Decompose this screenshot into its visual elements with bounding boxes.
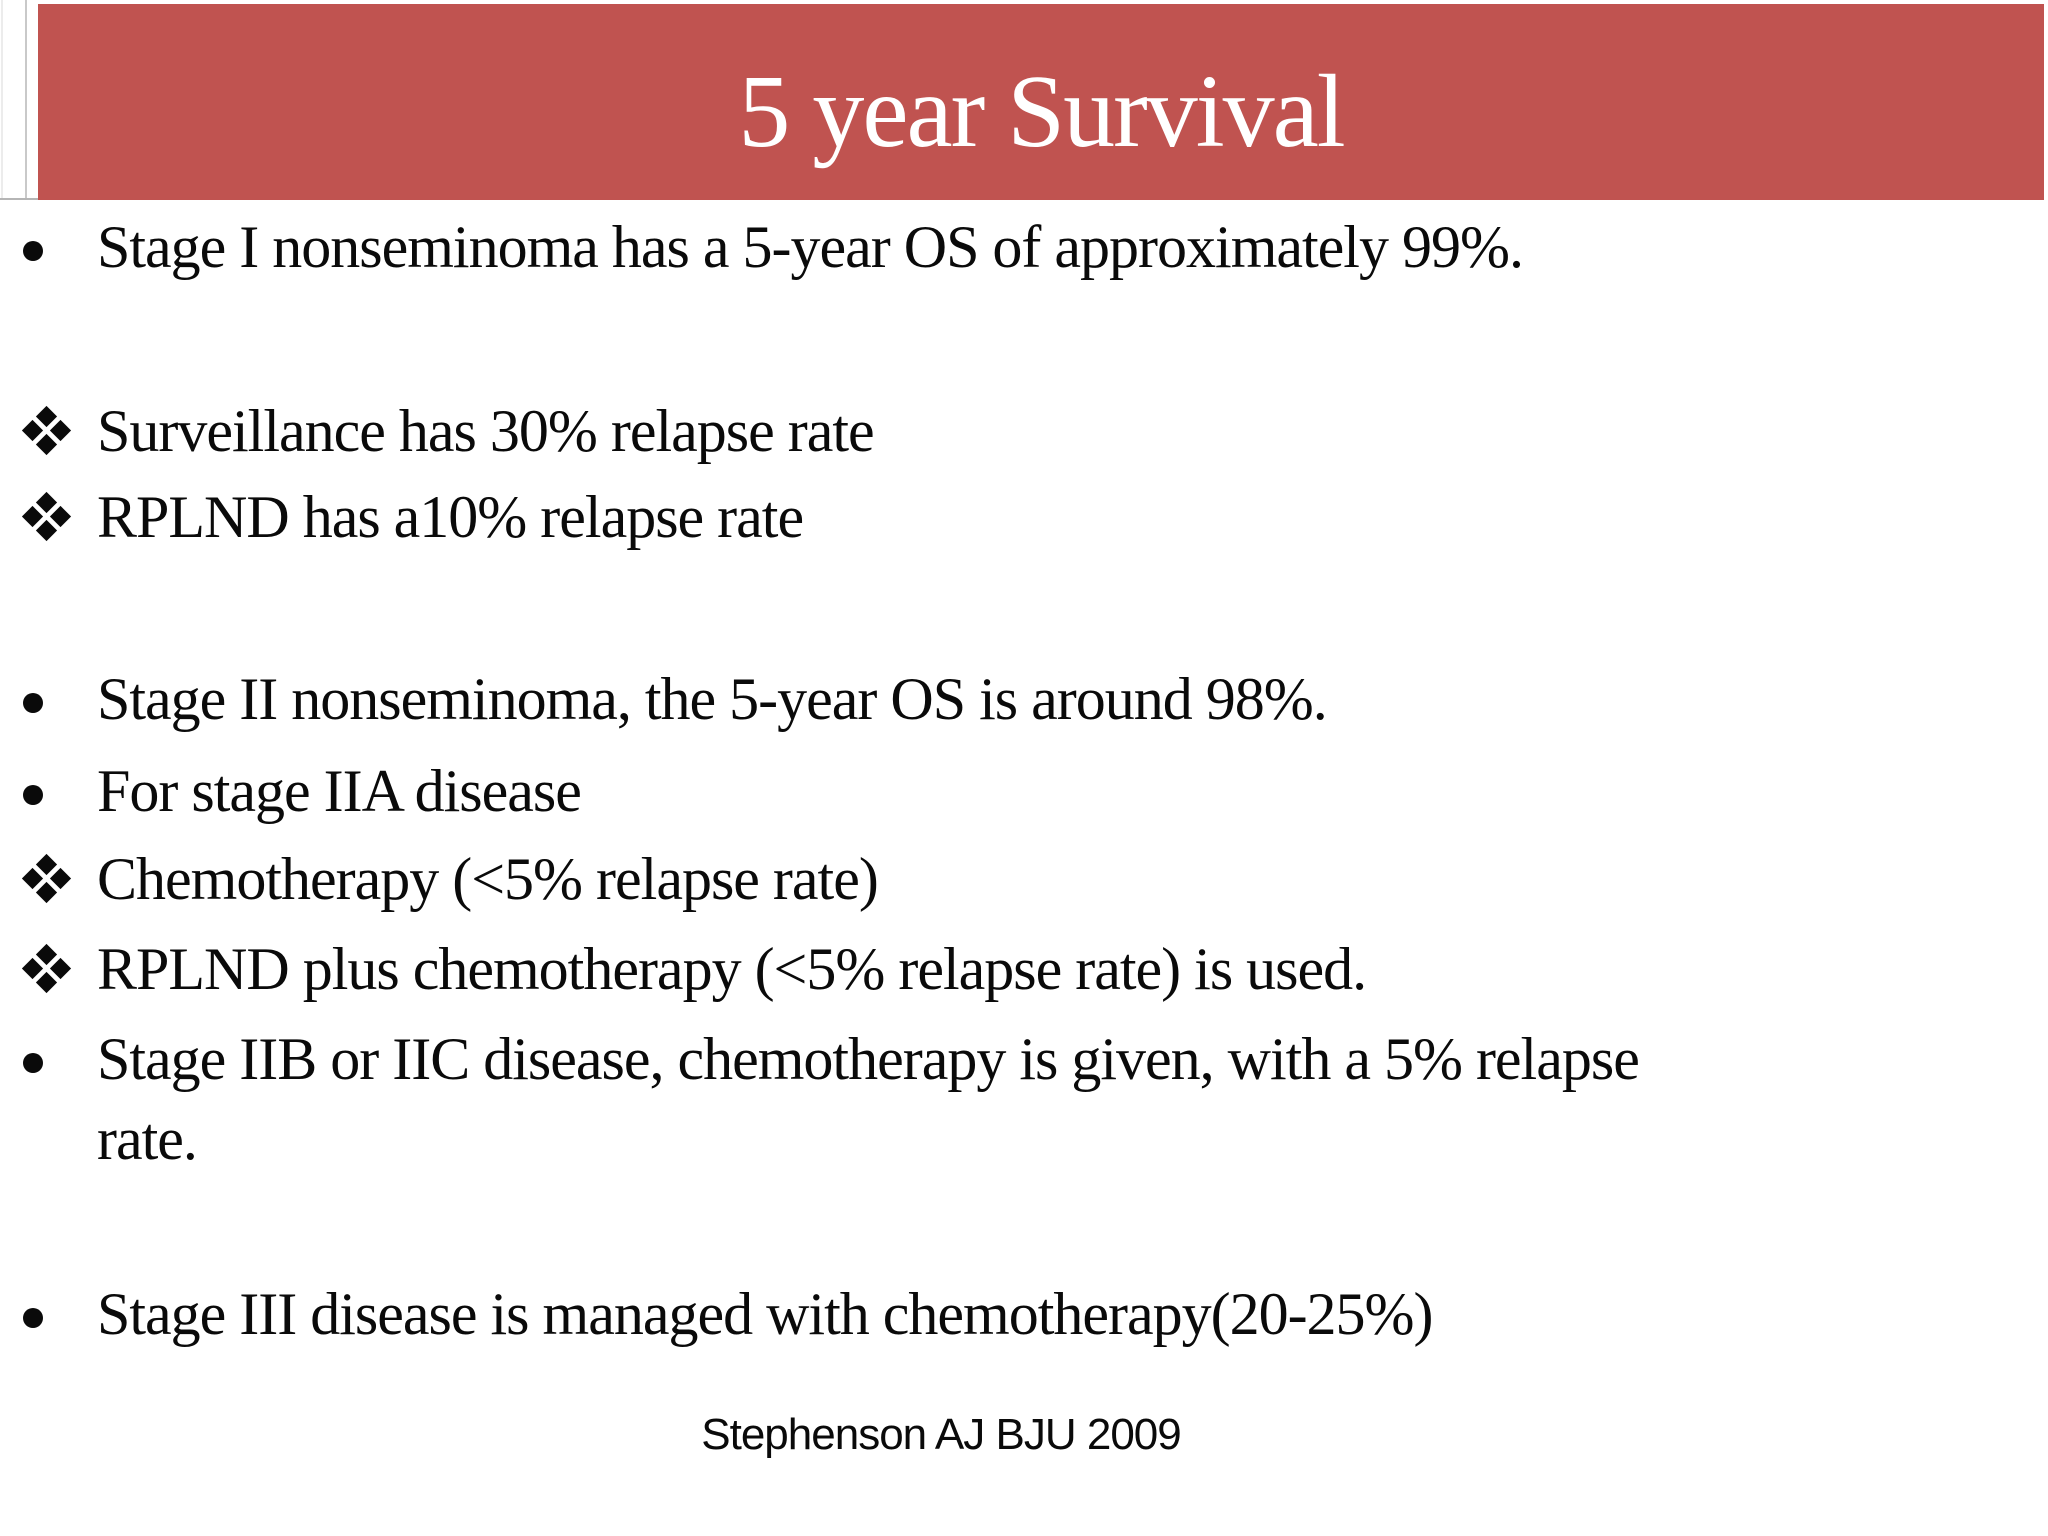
page-edge-line-faint [1, 0, 3, 199]
bullet-item: Stage IIB or IIC disease, chemotherapy i… [0, 1019, 2048, 1179]
dot-bullet-icon [23, 1308, 43, 1328]
bullet-text-line: Surveillance has 30% relapse rate [97, 398, 875, 464]
bullet-text: Stage IIB or IIC disease, chemotherapy i… [97, 1019, 1988, 1179]
dot-bullet-icon [23, 1053, 43, 1073]
bullet-text: Stage II nonseminoma, the 5-year OS is a… [97, 659, 1988, 739]
bullet-text: RPLND plus chemotherapy (<5% relapse rat… [97, 929, 1988, 1009]
bullet-text-line: Stage II nonseminoma, the 5-year OS is a… [97, 666, 1328, 732]
dot-bullet-icon [23, 693, 43, 713]
bullet-text: Stage I nonseminoma has a 5-year OS of a… [97, 207, 1988, 287]
dot-bullet-icon [23, 241, 43, 261]
bullet-item: RPLND has a10% relapse rate [0, 477, 2048, 557]
citation-text: Stephenson AJ BJU 2009 [701, 1410, 1181, 1459]
diamond-bullet-icon [21, 943, 72, 994]
diamond-bullet-icon [21, 853, 72, 904]
bullet-text-line: Stage I nonseminoma has a 5-year OS of a… [97, 214, 1524, 280]
bullet-text-line: Chemotherapy (<5% relapse rate) [97, 846, 879, 912]
bullet-item: Stage II nonseminoma, the 5-year OS is a… [0, 659, 2048, 739]
bullet-text-line: RPLND plus chemotherapy (<5% relapse rat… [97, 936, 1367, 1002]
diamond-bullet-icon [21, 405, 72, 456]
slide-title: 5 year Survival [738, 53, 1345, 169]
bullet-item: Stage III disease is managed with chemot… [0, 1274, 2048, 1354]
bullet-item: Surveillance has 30% relapse rate [0, 391, 2048, 471]
page-edge-corner [0, 198, 40, 200]
bullet-text: RPLND has a10% relapse rate [97, 477, 1988, 557]
bullet-item: RPLND plus chemotherapy (<5% relapse rat… [0, 929, 2048, 1009]
bullet-text: Chemotherapy (<5% relapse rate) [97, 839, 1988, 919]
bullet-text: Surveillance has 30% relapse rate [97, 391, 1988, 471]
bullet-text: For stage IIA disease [97, 751, 1988, 831]
bullet-item: For stage IIA disease [0, 751, 2048, 831]
bullet-text: Stage III disease is managed with chemot… [97, 1274, 1988, 1354]
bullet-text-line: rate. [97, 1106, 198, 1172]
bullet-text-line: For stage IIA disease [97, 758, 582, 824]
title-banner: 5 year Survival [38, 4, 2044, 200]
diamond-bullet-icon [21, 491, 72, 542]
bullet-text-line: Stage IIB or IIC disease, chemotherapy i… [97, 1026, 1640, 1092]
page-edge-line [25, 0, 27, 199]
bullet-item: Stage I nonseminoma has a 5-year OS of a… [0, 207, 2048, 287]
bullet-item: Chemotherapy (<5% relapse rate) [0, 839, 2048, 919]
bullet-text-line: RPLND has a10% relapse rate [97, 484, 804, 550]
dot-bullet-icon [23, 785, 43, 805]
bullet-text-line: Stage III disease is managed with chemot… [97, 1281, 1434, 1347]
